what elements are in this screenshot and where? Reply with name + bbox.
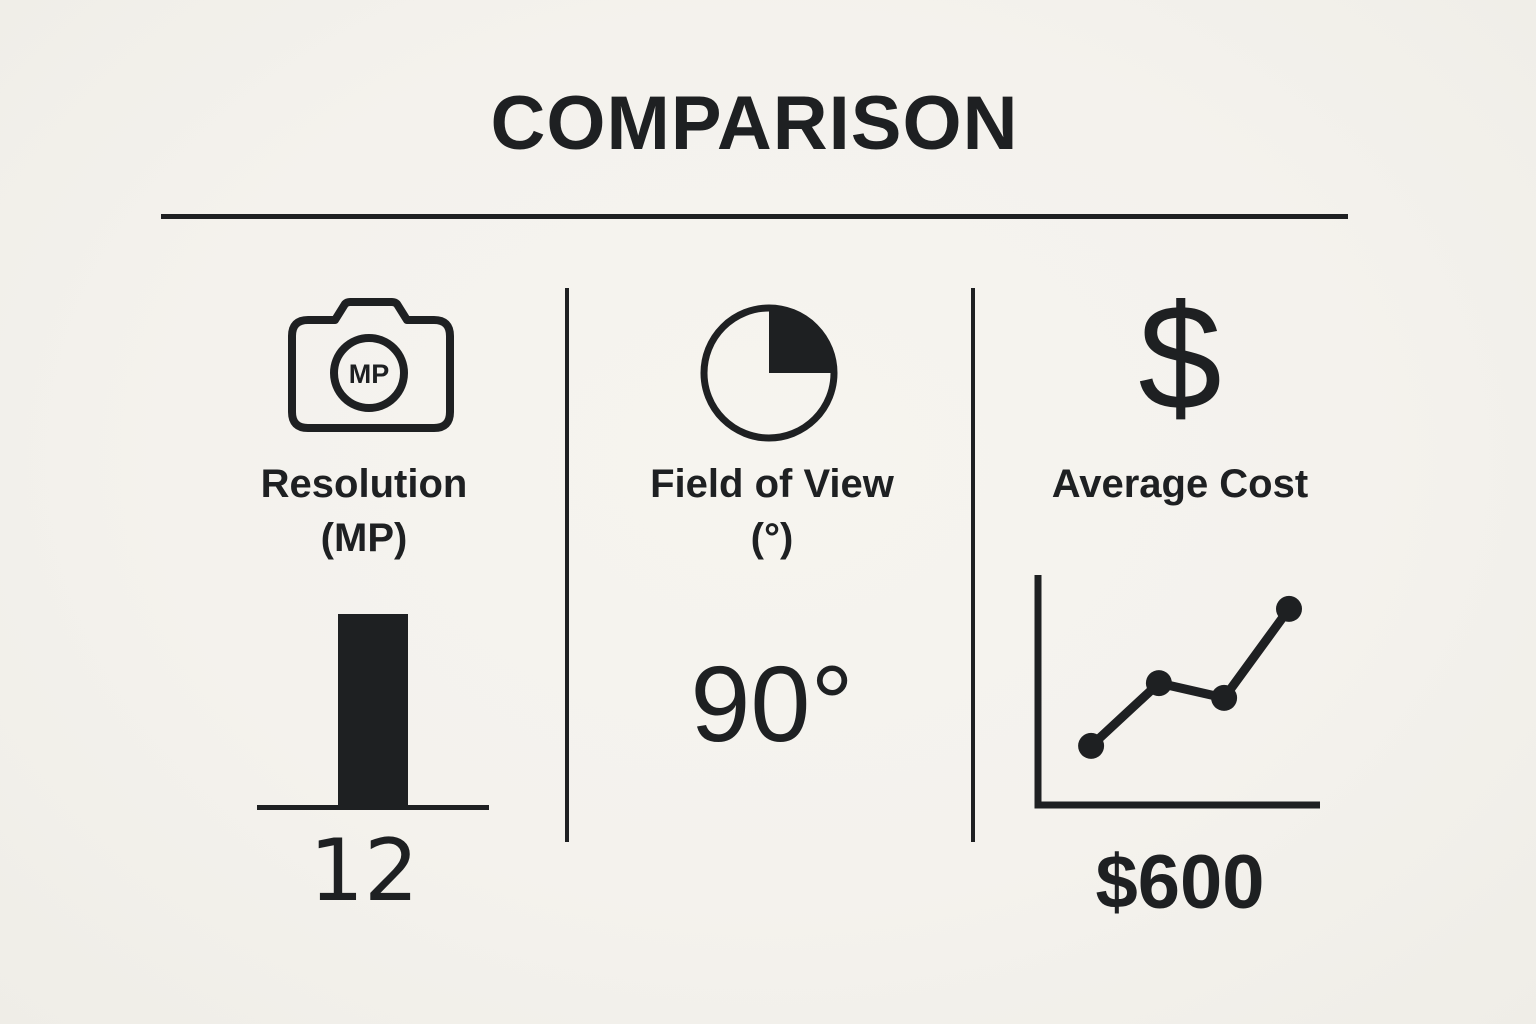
resolution-label-line2: (MP) (320, 516, 408, 560)
field-of-view-label: Field of View (°) (570, 457, 974, 565)
fov-label-line1: Field of View (650, 462, 894, 506)
resolution-column: MP Resolution (MP) 12 (160, 278, 568, 938)
trend-point (1145, 670, 1172, 697)
dollar-icon: $ (1138, 273, 1222, 441)
pie-quarter-icon (700, 304, 838, 442)
lens-mp-label: MP (349, 359, 390, 389)
resolution-label-line1: Resolution (260, 462, 468, 506)
column-divider-1 (565, 288, 569, 842)
trend-line (1088, 606, 1293, 750)
cost-trend-svg (1034, 575, 1320, 809)
average-cost-label: Average Cost (976, 457, 1384, 511)
page-title: COMPARISON (490, 81, 1019, 166)
title-underline (161, 214, 1348, 219)
camera-body (288, 298, 454, 432)
camera-lens (330, 334, 408, 412)
bar-baseline (257, 805, 489, 810)
cost-label-line1: Average Cost (1051, 462, 1309, 506)
resolution-bar-chart (257, 613, 489, 810)
average-cost-value: $600 (1095, 840, 1265, 925)
trend-point (1211, 684, 1238, 711)
pie-wedge (769, 308, 834, 373)
chart-axes (1034, 575, 1320, 809)
trend-point (1276, 595, 1302, 622)
bar (338, 614, 408, 806)
field-of-view-column: Field of View (°) 90° (570, 278, 974, 938)
average-cost-column: $ Average Cost $600 (976, 278, 1384, 938)
fov-label-line2: (°) (750, 516, 794, 560)
field-of-view-value: 90° (690, 643, 854, 764)
column-divider-2 (971, 288, 975, 842)
resolution-value: 12 (309, 821, 419, 921)
resolution-label: Resolution (MP) (160, 457, 568, 565)
trend-point (1078, 732, 1105, 759)
camera-mp-icon: MP (288, 298, 454, 432)
